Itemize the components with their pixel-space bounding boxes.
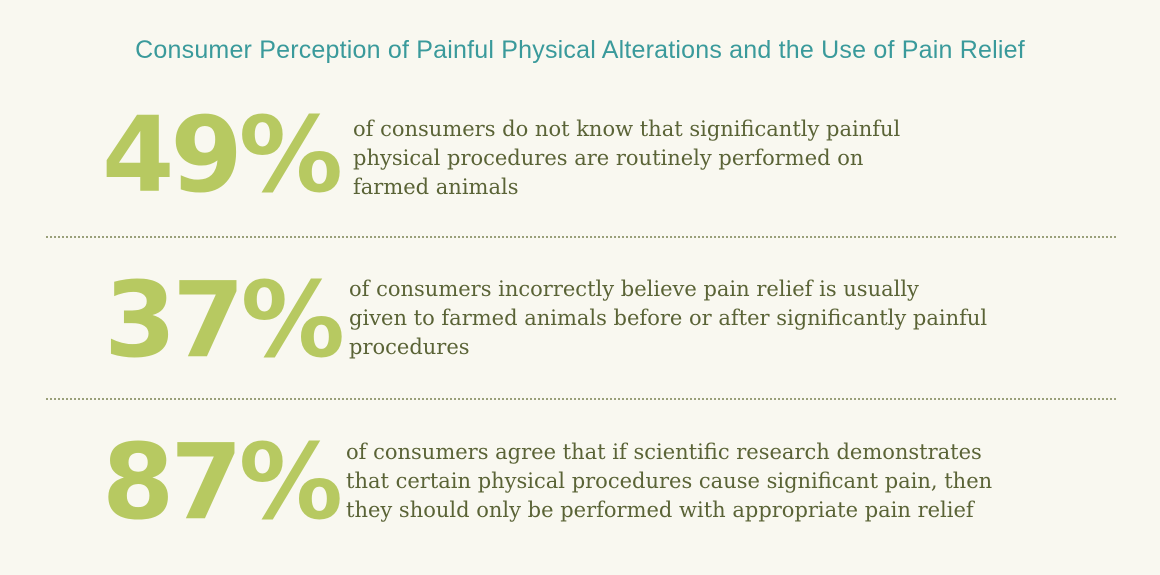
dotted-divider [46,398,1116,400]
stat-value-49: 49% [102,94,343,216]
stat-value-87: 87% [102,421,343,543]
stat-description-line: farmed animals [353,175,519,199]
stat-description-line: they should only be performed with appro… [346,498,974,522]
stat-description-line: physical procedures are routinely perfor… [353,146,864,170]
stat-description-line: of consumers agree that if scientific re… [346,440,982,464]
stat-description-line: that certain physical procedures cause s… [346,469,993,493]
stat-description-line: procedures [349,335,470,359]
stat-value-37: 37% [104,259,345,381]
page-title: Consumer Perception of Painful Physical … [135,36,1025,64]
stat-description-49: of consumers do not know that significan… [353,115,900,202]
stat-description-line: of consumers do not know that significan… [353,117,901,141]
dotted-divider [46,236,1116,238]
stat-description-line: given to farmed animals before or after … [349,306,988,330]
stat-description-line: of consumers incorrectly believe pain re… [349,277,919,301]
stat-description-87: of consumers agree that if scientific re… [346,438,992,525]
stat-description-37: of consumers incorrectly believe pain re… [349,275,987,362]
